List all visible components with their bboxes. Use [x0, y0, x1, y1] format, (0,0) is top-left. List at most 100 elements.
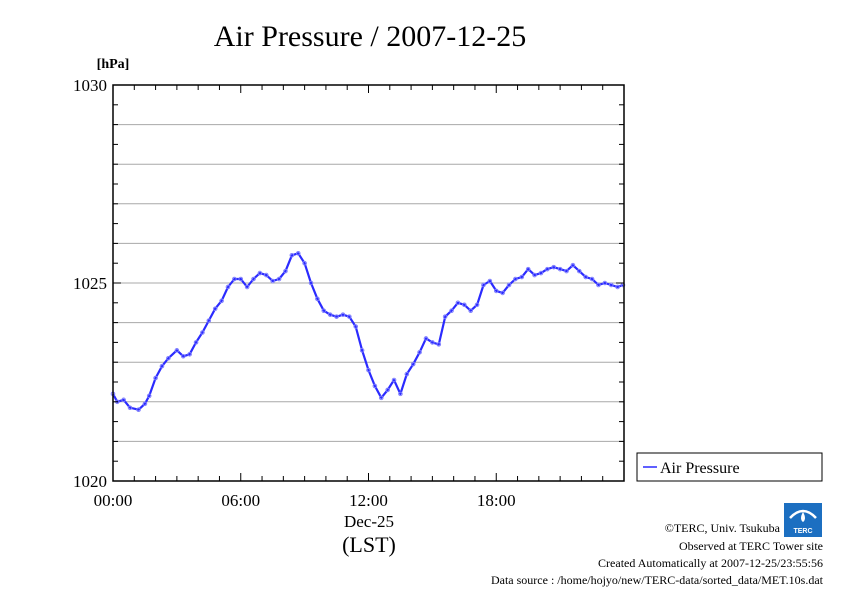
axis-ticks: 1020 1025 1030 00:00 06:00 12:00 18:00 [73, 76, 625, 510]
data-point [378, 395, 384, 401]
data-point [596, 282, 601, 288]
data-point [519, 274, 525, 280]
data-point [244, 284, 250, 290]
data-point [334, 314, 339, 319]
data-point [327, 312, 333, 317]
data-point [385, 387, 390, 393]
data-point [193, 340, 199, 345]
data-point [372, 383, 378, 389]
credit-data-source: Data source : /home/hojyo/new/TERC-data/… [491, 573, 824, 587]
data-point [264, 272, 269, 278]
data-point [391, 377, 397, 383]
data-point [121, 397, 126, 403]
data-point [251, 276, 256, 282]
data-point [449, 308, 454, 314]
data-point [219, 298, 224, 304]
data-point [159, 363, 165, 369]
terc-logo: TERC [784, 503, 822, 537]
data-point [468, 308, 474, 314]
x-tick-label: 18:00 [477, 491, 516, 510]
data-point [302, 260, 307, 266]
data-point [442, 314, 448, 319]
data-point [513, 276, 518, 282]
data-point [232, 276, 237, 282]
credit-site: Observed at TERC Tower site [679, 539, 823, 553]
data-point [455, 300, 461, 306]
data-point [583, 274, 588, 280]
grid-lines [113, 124, 624, 442]
x-tick-label: 12:00 [349, 491, 388, 510]
x-axis-label-date: Dec-25 [344, 512, 394, 531]
data-point [142, 401, 148, 407]
data-point [153, 375, 158, 381]
data-point [270, 278, 275, 284]
y-tick-label: 1030 [73, 76, 107, 95]
credit-created: Created Automatically at 2007-12-25/23:5… [598, 556, 823, 570]
data-point [136, 407, 141, 413]
data-point [538, 270, 544, 276]
x-tick-label: 00:00 [94, 491, 133, 510]
data-point [283, 268, 288, 274]
data-point [257, 270, 263, 276]
data-point [174, 348, 180, 353]
data-point [500, 290, 505, 296]
data-point [321, 308, 327, 314]
legend-label: Air Pressure [660, 460, 740, 477]
data-point [404, 371, 410, 377]
logo-text: TERC [793, 528, 812, 535]
data-point [487, 278, 493, 284]
data-point [481, 282, 486, 288]
data-point [615, 284, 620, 290]
legend-box [636, 452, 823, 482]
data-point [436, 342, 442, 347]
data-point [212, 306, 218, 312]
data-point [410, 361, 416, 367]
data-point [206, 318, 212, 323]
data-point [353, 324, 359, 329]
data-point [423, 336, 429, 341]
data-point [608, 282, 614, 288]
data-point [557, 266, 563, 272]
data-point [359, 348, 365, 353]
data-point [166, 355, 171, 361]
data-point [225, 284, 231, 290]
data-point [315, 296, 320, 302]
data-point [200, 330, 205, 335]
data-point [570, 262, 576, 268]
series-layer [110, 251, 626, 413]
data-point [187, 351, 192, 357]
data-point [551, 264, 557, 270]
data-point [462, 302, 467, 308]
data-point [180, 353, 186, 359]
legend: Air Pressure [636, 452, 823, 482]
data-point [564, 268, 569, 274]
data-point [347, 314, 352, 319]
data-point [493, 288, 499, 294]
chart-title: Air Pressure / 2007-12-25 [214, 20, 526, 53]
data-point [525, 266, 531, 272]
data-point [308, 280, 314, 286]
data-point [576, 268, 582, 274]
data-point [398, 391, 403, 397]
data-point [602, 280, 608, 286]
data-point [417, 350, 422, 355]
data-point [589, 276, 595, 282]
data-point [127, 405, 133, 411]
data-point [146, 393, 152, 399]
data-point [532, 272, 537, 278]
x-axis-label-timezone: (LST) [342, 532, 396, 557]
data-point [545, 266, 550, 272]
x-tick-label: 06:00 [221, 491, 260, 510]
data-point [474, 302, 480, 308]
data-point [238, 276, 244, 282]
data-point [295, 251, 301, 256]
y-tick-label: 1020 [73, 472, 107, 491]
series-line-air-pressure [112, 252, 624, 411]
data-point [366, 367, 371, 373]
data-point [340, 312, 346, 317]
y-axis-unit: [hPa] [97, 57, 130, 72]
y-tick-label: 1025 [73, 274, 107, 293]
data-point [289, 252, 295, 258]
credit-copyright: ©TERC, Univ. Tsukuba [665, 521, 781, 535]
